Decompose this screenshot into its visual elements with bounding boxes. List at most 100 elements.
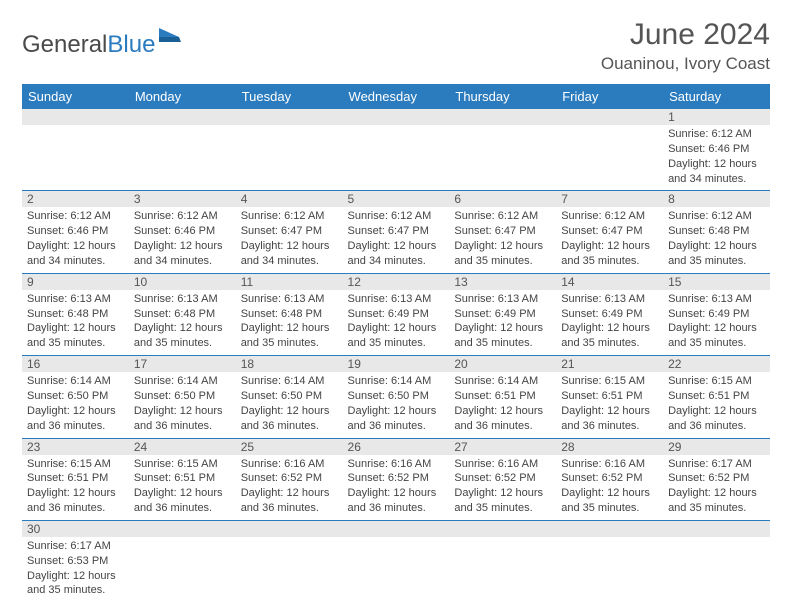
empty-cell [22,109,129,191]
day-cell: 6Sunrise: 6:12 AMSunset: 6:47 PMDaylight… [449,191,556,273]
logo-word-2: Blue [107,31,155,58]
day-number: 10 [129,274,236,290]
day-number: 2 [22,191,129,207]
day-cell: 9Sunrise: 6:13 AMSunset: 6:48 PMDaylight… [22,273,129,355]
location: Ouaninou, Ivory Coast [601,54,770,74]
day-content: Sunrise: 6:12 AMSunset: 6:46 PMDaylight:… [22,207,129,272]
week-row: 30Sunrise: 6:17 AMSunset: 6:53 PMDayligh… [22,520,770,602]
week-row: 9Sunrise: 6:13 AMSunset: 6:48 PMDaylight… [22,273,770,355]
day-content: Sunrise: 6:15 AMSunset: 6:51 PMDaylight:… [663,372,770,437]
empty-cell [556,109,663,191]
day-number: 15 [663,274,770,290]
day-number: 17 [129,356,236,372]
day-number [236,109,343,125]
header: GeneralBlue June 2024 Ouaninou, Ivory Co… [22,18,770,74]
day-number: 20 [449,356,556,372]
day-number: 1 [663,109,770,125]
day-cell: 12Sunrise: 6:13 AMSunset: 6:49 PMDayligh… [343,273,450,355]
day-number: 25 [236,439,343,455]
month-title: June 2024 [601,18,770,52]
day-number: 24 [129,439,236,455]
day-cell: 21Sunrise: 6:15 AMSunset: 6:51 PMDayligh… [556,356,663,438]
day-content: Sunrise: 6:13 AMSunset: 6:49 PMDaylight:… [343,290,450,355]
day-cell: 19Sunrise: 6:14 AMSunset: 6:50 PMDayligh… [343,356,450,438]
day-content: Sunrise: 6:14 AMSunset: 6:50 PMDaylight:… [343,372,450,437]
day-cell: 5Sunrise: 6:12 AMSunset: 6:47 PMDaylight… [343,191,450,273]
title-block: June 2024 Ouaninou, Ivory Coast [601,18,770,74]
day-content: Sunrise: 6:13 AMSunset: 6:48 PMDaylight:… [236,290,343,355]
day-cell: 24Sunrise: 6:15 AMSunset: 6:51 PMDayligh… [129,438,236,520]
day-number [129,109,236,125]
day-number: 30 [22,521,129,537]
day-number: 7 [556,191,663,207]
calendar-body: 1 Sunrise: 6:12 AMSunset: 6:46 PMDaylight… [22,109,770,602]
day-number [129,521,236,537]
day-number [343,521,450,537]
day-number: 5 [343,191,450,207]
calendar-table: SundayMondayTuesdayWednesdayThursdayFrid… [22,84,770,602]
day-number: 27 [449,439,556,455]
day-cell: 4Sunrise: 6:12 AMSunset: 6:47 PMDaylight… [236,191,343,273]
day-content: Sunrise: 6:14 AMSunset: 6:50 PMDaylight:… [236,372,343,437]
day-number [22,109,129,125]
day-number [663,521,770,537]
day-content: Sunrise: 6:16 AMSunset: 6:52 PMDaylight:… [343,455,450,520]
day-number: 29 [663,439,770,455]
day-content: Sunrise: 6:12 AMSunset: 6:47 PMDaylight:… [343,207,450,272]
day-header: Tuesday [236,84,343,109]
empty-cell [236,109,343,191]
day-cell: 17Sunrise: 6:14 AMSunset: 6:50 PMDayligh… [129,356,236,438]
day-content: Sunrise: 6:12 AMSunset: 6:47 PMDaylight:… [556,207,663,272]
day-number [236,521,343,537]
empty-cell [449,109,556,191]
day-content: Sunrise: 6:14 AMSunset: 6:51 PMDaylight:… [449,372,556,437]
day-cell: 20Sunrise: 6:14 AMSunset: 6:51 PMDayligh… [449,356,556,438]
day-cell: 28Sunrise: 6:16 AMSunset: 6:52 PMDayligh… [556,438,663,520]
day-cell: 29Sunrise: 6:17 AMSunset: 6:52 PMDayligh… [663,438,770,520]
logo-text: GeneralBlue [22,31,155,59]
week-row: 23Sunrise: 6:15 AMSunset: 6:51 PMDayligh… [22,438,770,520]
day-cell: 18Sunrise: 6:14 AMSunset: 6:50 PMDayligh… [236,356,343,438]
empty-cell [663,520,770,602]
logo-word-1: General [22,31,107,58]
day-number [343,109,450,125]
day-number: 19 [343,356,450,372]
day-content: Sunrise: 6:12 AMSunset: 6:46 PMDaylight:… [129,207,236,272]
week-row: 1Sunrise: 6:12 AMSunset: 6:46 PMDaylight… [22,109,770,191]
day-cell: 23Sunrise: 6:15 AMSunset: 6:51 PMDayligh… [22,438,129,520]
week-row: 16Sunrise: 6:14 AMSunset: 6:50 PMDayligh… [22,356,770,438]
logo: GeneralBlue [22,26,183,63]
day-cell: 15Sunrise: 6:13 AMSunset: 6:49 PMDayligh… [663,273,770,355]
day-header: Friday [556,84,663,109]
day-number: 3 [129,191,236,207]
day-content: Sunrise: 6:15 AMSunset: 6:51 PMDaylight:… [129,455,236,520]
day-content: Sunrise: 6:13 AMSunset: 6:49 PMDaylight:… [556,290,663,355]
day-cell: 8Sunrise: 6:12 AMSunset: 6:48 PMDaylight… [663,191,770,273]
day-cell: 14Sunrise: 6:13 AMSunset: 6:49 PMDayligh… [556,273,663,355]
day-content: Sunrise: 6:16 AMSunset: 6:52 PMDaylight:… [556,455,663,520]
day-number: 28 [556,439,663,455]
day-cell: 1Sunrise: 6:12 AMSunset: 6:46 PMDaylight… [663,109,770,191]
day-header: Thursday [449,84,556,109]
day-cell: 3Sunrise: 6:12 AMSunset: 6:46 PMDaylight… [129,191,236,273]
day-cell: 16Sunrise: 6:14 AMSunset: 6:50 PMDayligh… [22,356,129,438]
day-number: 11 [236,274,343,290]
day-content: Sunrise: 6:12 AMSunset: 6:47 PMDaylight:… [449,207,556,272]
day-header: Wednesday [343,84,450,109]
day-content: Sunrise: 6:13 AMSunset: 6:48 PMDaylight:… [129,290,236,355]
empty-cell [343,520,450,602]
day-content: Sunrise: 6:17 AMSunset: 6:52 PMDaylight:… [663,455,770,520]
day-number: 18 [236,356,343,372]
day-number [449,521,556,537]
day-header: Sunday [22,84,129,109]
day-cell: 25Sunrise: 6:16 AMSunset: 6:52 PMDayligh… [236,438,343,520]
day-number: 22 [663,356,770,372]
day-number [556,521,663,537]
empty-cell [129,109,236,191]
day-number: 12 [343,274,450,290]
day-content: Sunrise: 6:15 AMSunset: 6:51 PMDaylight:… [22,455,129,520]
empty-cell [556,520,663,602]
day-content: Sunrise: 6:13 AMSunset: 6:49 PMDaylight:… [663,290,770,355]
day-content: Sunrise: 6:14 AMSunset: 6:50 PMDaylight:… [129,372,236,437]
day-number: 9 [22,274,129,290]
